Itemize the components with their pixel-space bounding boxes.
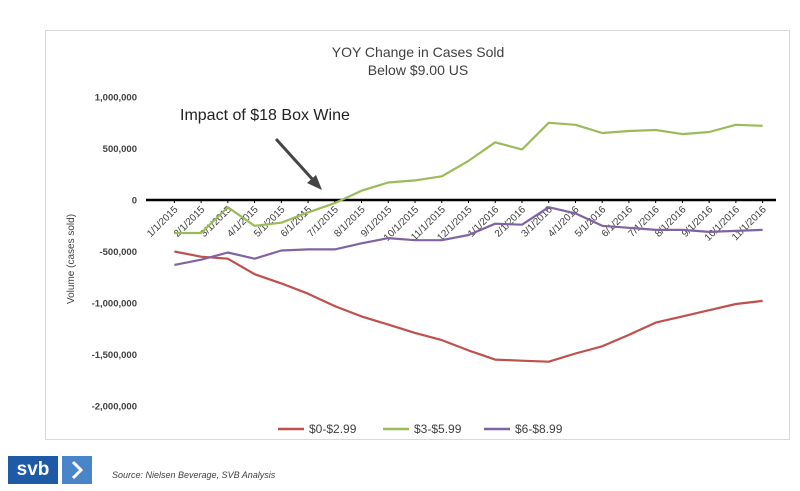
svb-logo: svb xyxy=(8,456,58,484)
y-tick-label: -500,000 xyxy=(99,247,137,258)
chart-subtitle: Below $9.00 US xyxy=(368,62,468,78)
y-tick-label: -2,000,000 xyxy=(92,402,137,413)
chart-title: YOY Change in Cases Sold xyxy=(332,44,505,60)
legend-label: $6-$8.99 xyxy=(515,422,563,436)
annotation-text: Impact of $18 Box Wine xyxy=(180,107,350,124)
legend-label: $3-$5.99 xyxy=(414,422,462,436)
footer: svb Source: Nielsen Beverage, SVB Analys… xyxy=(0,452,800,491)
y-tick-label: -1,500,000 xyxy=(92,350,137,361)
chevron-right-icon xyxy=(62,456,92,484)
series-line-1 xyxy=(174,250,763,363)
y-tick-label: 500,000 xyxy=(103,144,137,155)
chart-frame: YOY Change in Cases Sold Below $9.00 US … xyxy=(45,30,790,440)
y-tick-label: 1,000,000 xyxy=(95,93,137,104)
source-note: Source: Nielsen Beverage, SVB Analysis xyxy=(112,470,276,480)
legend-label: $0-$2.99 xyxy=(309,422,357,436)
y-axis-label: Volume (cases sold) xyxy=(66,214,77,304)
chart: YOY Change in Cases Sold Below $9.00 US … xyxy=(66,44,776,436)
annotation-arrow-line xyxy=(274,137,316,183)
y-tick-label: 0 xyxy=(132,196,137,207)
y-tick-label: -1,000,000 xyxy=(92,299,137,310)
annotation-arrowhead xyxy=(307,175,322,190)
